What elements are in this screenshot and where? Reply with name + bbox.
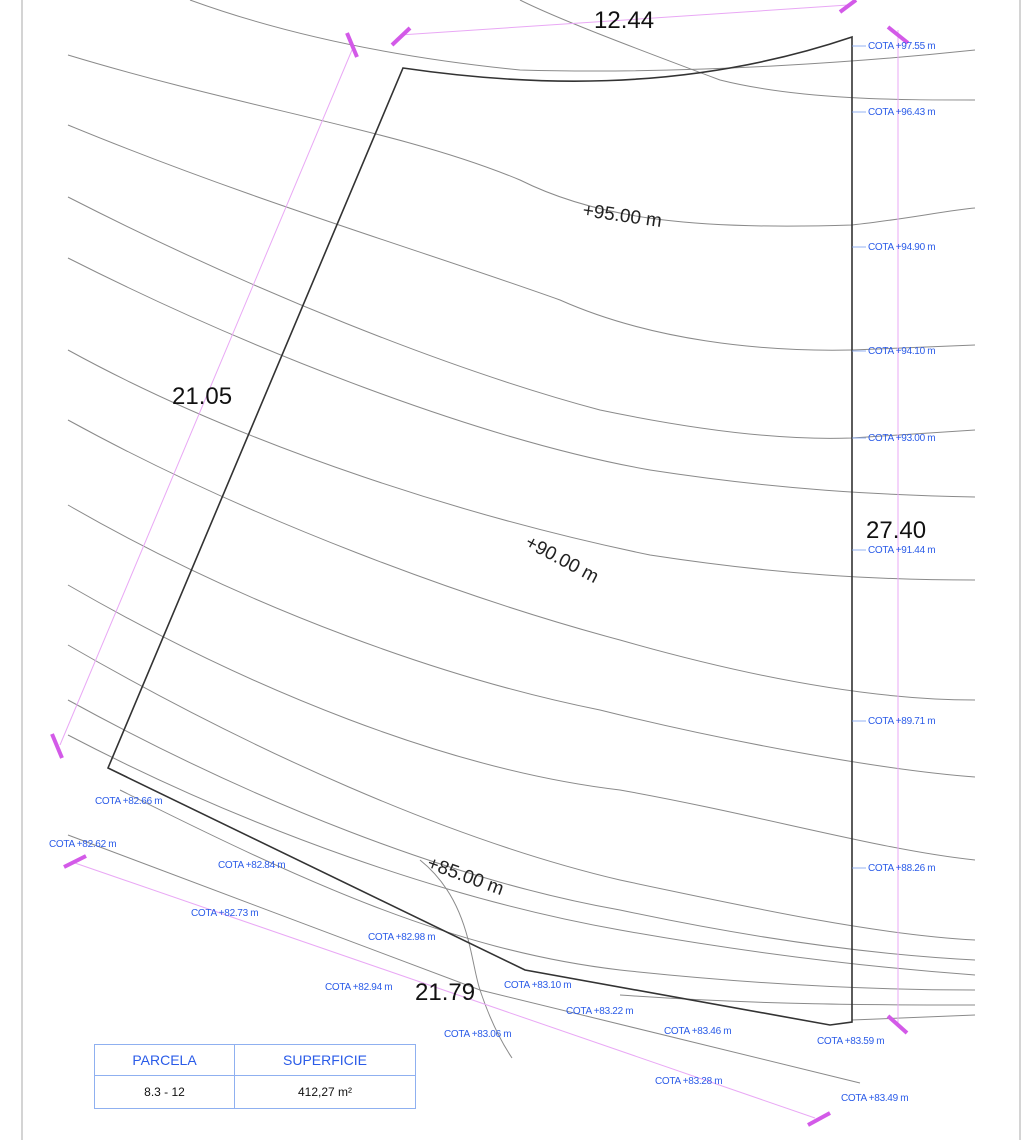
dimension-lines <box>50 0 910 1127</box>
header-superficie: SUPERFICIE <box>234 1044 416 1076</box>
dimension-top: 12.44 <box>594 7 654 34</box>
cota-label: COTA +82.98 m <box>368 932 435 943</box>
dimension-bottom: 21.79 <box>415 979 475 1006</box>
cota-label: COTA +88.26 m <box>868 863 935 874</box>
cota-label: COTA +83.49 m <box>841 1093 908 1104</box>
cota-label: COTA +91.44 m <box>868 545 935 556</box>
cota-label: COTA +82.84 m <box>218 860 285 871</box>
cota-label: COTA +83.59 m <box>817 1036 884 1047</box>
cota-label: COTA +93.00 m <box>868 433 935 444</box>
cota-label: COTA +94.90 m <box>868 242 935 253</box>
cota-right-labels: COTA +97.55 m COTA +96.43 m COTA +94.90 … <box>852 41 936 874</box>
cota-label: COTA +97.55 m <box>868 41 935 52</box>
parcel-table: PARCELA SUPERFICIE 8.3 - 12 412,27 m² <box>93 1044 416 1109</box>
contour-lines <box>67 0 976 1084</box>
cota-label: COTA +96.43 m <box>868 107 935 118</box>
cota-label: COTA +82.66 m <box>95 796 162 807</box>
dimension-left: 21.05 <box>172 383 232 410</box>
cota-bottom-labels: COTA +82.66 m COTA +82.62 m COTA +82.84 … <box>49 796 909 1104</box>
cota-label: COTA +83.28 m <box>655 1076 722 1087</box>
cota-label: COTA +82.73 m <box>191 908 258 919</box>
header-parcela: PARCELA <box>93 1044 236 1076</box>
cota-label: COTA +83.06 m <box>444 1029 511 1040</box>
cota-label: COTA +83.46 m <box>664 1026 731 1037</box>
cota-label: COTA +82.94 m <box>325 982 392 993</box>
cota-label: COTA +83.10 m <box>504 980 571 991</box>
contour-label: +85.00 m <box>424 853 506 900</box>
cota-label: COTA +89.71 m <box>868 716 935 727</box>
dimension-right: 27.40 <box>866 517 926 544</box>
cota-label: COTA +83.22 m <box>566 1006 633 1017</box>
cota-label: COTA +94.10 m <box>868 346 935 357</box>
parcel-area: 412,27 m² <box>234 1075 416 1109</box>
contour-label: +95.00 m <box>581 200 663 232</box>
contour-label: +90.00 m <box>522 532 602 588</box>
parcel-boundary <box>106 35 853 1026</box>
cota-label: COTA +82.62 m <box>49 839 116 850</box>
parcel-id: 8.3 - 12 <box>93 1075 236 1109</box>
